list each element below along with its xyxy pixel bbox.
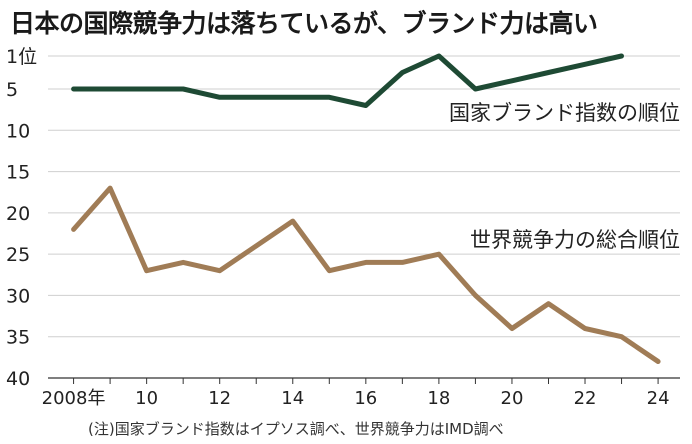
y-tick-label: 30 <box>6 285 30 307</box>
chart-title: 日本の国際競争力は落ちているが、ブランド力は高い <box>10 9 598 38</box>
x-tick-label: 20 <box>501 388 524 409</box>
y-tick-label: 35 <box>6 327 30 349</box>
source-note: (注)国家ブランド指数はイプソス調べ、世界競争力はIMD調べ <box>88 420 504 438</box>
x-tick-label: 24 <box>647 388 670 409</box>
x-tick-label: 2008年 <box>42 388 106 409</box>
series-line-1 <box>71 53 624 108</box>
series-group <box>71 53 661 364</box>
x-tick-label: 18 <box>427 388 450 409</box>
y-tick-label: 40 <box>6 368 30 390</box>
x-tick-label: 16 <box>354 388 377 409</box>
y-tick-label: 15 <box>6 162 30 184</box>
grid-lines <box>48 55 680 338</box>
series-line-2 <box>71 185 661 364</box>
x-tick-label: 14 <box>281 388 304 409</box>
y-tick-label: 20 <box>6 203 30 225</box>
x-tick-label: 10 <box>135 388 158 409</box>
y-tick-label: 1位 <box>6 46 37 68</box>
y-tick-label: 5 <box>6 79 18 101</box>
x-tick-label: 22 <box>574 388 597 409</box>
y-tick-label: 25 <box>6 244 30 266</box>
series-label-2: 世界競争力の総合順位 <box>470 228 680 252</box>
axes <box>48 377 680 384</box>
y-tick-label: 10 <box>6 120 30 142</box>
labels-group: 1位 5 10 15 20 25 30 35 40 2008年 10 12 14 16 18 20 22 24 国家… <box>6 46 680 409</box>
series-label-1: 国家ブランド指数の順位 <box>449 101 680 125</box>
x-tick-label: 12 <box>208 388 231 409</box>
